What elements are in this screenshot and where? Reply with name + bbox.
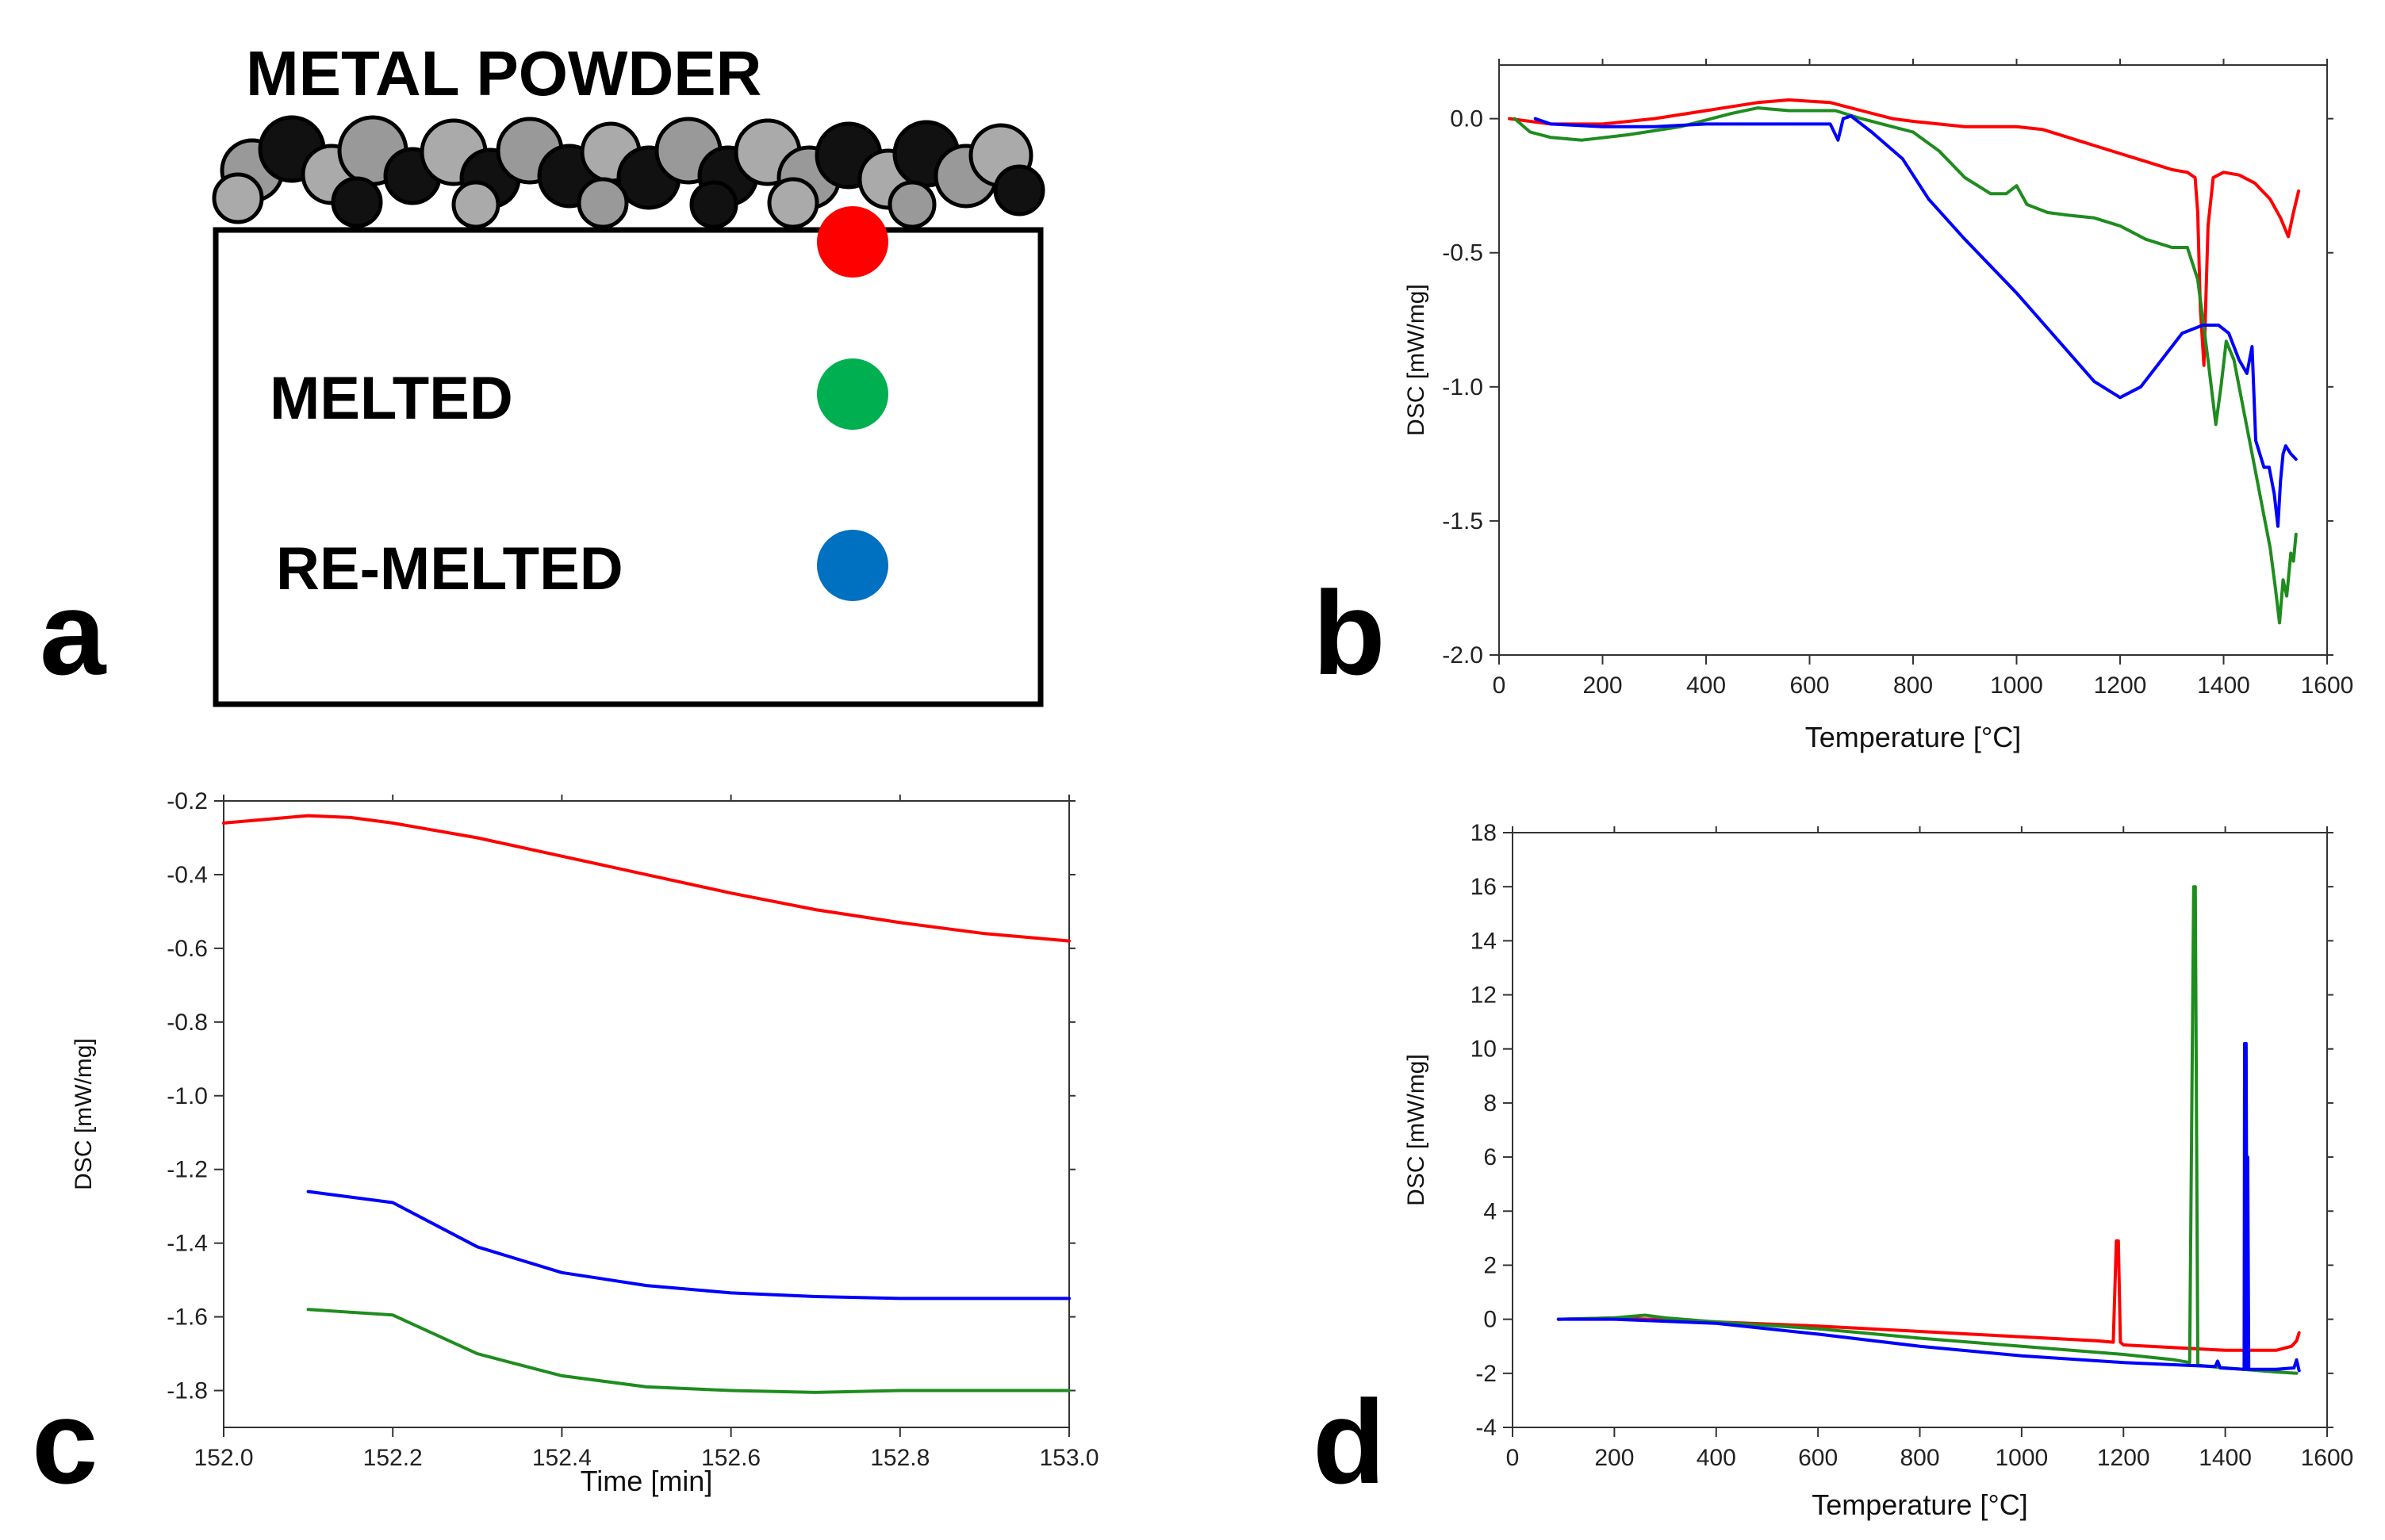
y-axis-title: DSC [mW/mg] [1403, 284, 1429, 436]
x-axis-title: Temperature [°C] [1805, 721, 2022, 753]
y-tick-label: 10 [1470, 1036, 1497, 1063]
panel-a: METAL POWDER MELTED RE-MELTED a [40, 38, 1045, 707]
y-tick-label: -2 [1475, 1361, 1497, 1387]
x-axis-title: Time [min] [581, 1465, 713, 1497]
powder-particle [451, 180, 500, 229]
series-line-re-melted [1556, 1041, 2301, 1373]
y-tick-label: 0.0 [1450, 106, 1483, 132]
x-tick-label: 800 [1900, 1445, 1939, 1471]
series-line-melted [1513, 106, 2298, 625]
panel-letter-a: a [40, 566, 107, 699]
powder-particle [212, 172, 264, 224]
series-line-melted [1556, 885, 2299, 1375]
y-tick-label: 18 [1470, 820, 1497, 846]
x-tick-label: 0 [1493, 672, 1506, 699]
x-tick-label: 200 [1594, 1445, 1634, 1471]
series-line-re-melted [1533, 114, 2298, 528]
series-line-powder [1556, 1239, 2301, 1352]
y-tick-label: 2 [1483, 1252, 1497, 1278]
series-line-powder [222, 814, 1071, 943]
y-tick-label: 4 [1483, 1198, 1497, 1224]
x-tick-label: 153.0 [1039, 1445, 1099, 1471]
y-tick-label: -1.6 [167, 1304, 208, 1331]
y-tick-label: -1.4 [167, 1231, 208, 1257]
x-tick-label: 1400 [2199, 1445, 2252, 1471]
y-axis-title: DSC [mW/mg] [71, 1038, 97, 1190]
y-tick-label: -1.8 [167, 1378, 208, 1404]
panel-d: 0 200 400 600 800 1000 1200 1400 1600 18 16 14 12 10 8… [1313, 820, 2353, 1521]
powder-particle [767, 177, 819, 229]
y-tick-label: -1.0 [167, 1083, 208, 1109]
melted-label: MELTED [270, 365, 513, 432]
x-tick-label: 152.8 [870, 1445, 930, 1471]
y-tick-label: -0.5 [1442, 240, 1483, 266]
panel-letter-c: c [32, 1375, 98, 1508]
powder-particle [577, 177, 629, 229]
powder-dot [817, 206, 888, 278]
x-tick-label: 152.6 [701, 1445, 761, 1471]
y-tick-label: -1.0 [1442, 374, 1483, 400]
plot-frame [223, 800, 1070, 1428]
x-tick-label: 152.2 [363, 1445, 423, 1471]
re-melted-label: RE-MELTED [276, 535, 623, 603]
y-tick-label: 8 [1483, 1090, 1497, 1117]
x-tick-label: 1600 [2301, 672, 2354, 699]
powder-particle [689, 180, 738, 229]
x-tick-label: 152.0 [194, 1445, 253, 1471]
chart-b: 0 200 400 600 800 1000 1200 1400 1600 0.0 -0.5 -1.0… [1403, 59, 2353, 753]
x-tick-label: 0 [1506, 1445, 1520, 1471]
y-tick-label: -1.5 [1442, 508, 1483, 534]
y-tick-label: 16 [1470, 874, 1497, 900]
y-axis-title: DSC [mW/mg] [1403, 1054, 1429, 1206]
x-tick-label: 200 [1582, 672, 1622, 699]
panel-letter-b: b [1313, 566, 1386, 699]
y-tick-label: -0.2 [167, 788, 208, 814]
metal-powder-label: METAL POWDER [246, 38, 761, 109]
y-tick-label: -1.2 [167, 1157, 208, 1183]
x-tick-label: 800 [1893, 672, 1933, 699]
re-melted-dot [817, 530, 888, 601]
series-line-melted [306, 1308, 1071, 1394]
panel-c: 152.0 152.2 152.4 152.6 152.8 153.0 -0.2 -0.4 -0… [32, 788, 1099, 1508]
y-tick-label: 12 [1470, 983, 1497, 1009]
x-tick-label: 1200 [2097, 1445, 2150, 1471]
panel-b: 0 200 400 600 800 1000 1200 1400 1600 0.0 -0.5 -1.0… [1313, 59, 2353, 753]
panel-letter-d: d [1313, 1375, 1386, 1508]
x-axis-title: Temperature [°C] [1812, 1488, 2028, 1521]
x-tick-label: 400 [1697, 1445, 1736, 1471]
series-line-powder [1508, 98, 2301, 367]
y-tick-label: -0.6 [167, 936, 208, 962]
x-tick-label: 1000 [1990, 672, 2043, 699]
x-tick-label: 152.4 [532, 1445, 592, 1471]
y-tick-label: -2.0 [1442, 642, 1483, 668]
powder-particle [888, 180, 937, 229]
x-tick-label: 1400 [2197, 672, 2250, 699]
sample-box [213, 227, 1044, 707]
chart-c: 152.0 152.2 152.4 152.6 152.8 153.0 -0.2 -0.4 -0… [71, 788, 1099, 1497]
y-tick-label: -0.4 [167, 862, 208, 888]
melted-dot [817, 358, 888, 430]
x-tick-label: 600 [1789, 672, 1829, 699]
powder-particle [331, 176, 383, 228]
powder-layer [212, 115, 1045, 229]
series-line-re-melted [306, 1189, 1071, 1301]
y-tick-label: 14 [1470, 928, 1497, 954]
y-tick-label: -4 [1475, 1415, 1497, 1441]
y-tick-label: -0.8 [167, 1009, 208, 1036]
x-tick-label: 400 [1686, 672, 1726, 699]
y-tick-label: 0 [1483, 1307, 1497, 1333]
chart-d: 0 200 400 600 800 1000 1200 1400 1600 18 16 14 12 10 8… [1403, 820, 2353, 1521]
powder-particle [993, 164, 1045, 216]
x-tick-label: 600 [1798, 1445, 1838, 1471]
x-tick-label: 1200 [2094, 672, 2147, 699]
x-tick-label: 1000 [1996, 1445, 2049, 1471]
y-tick-label: 6 [1483, 1144, 1497, 1170]
x-tick-label: 1600 [2301, 1445, 2354, 1471]
